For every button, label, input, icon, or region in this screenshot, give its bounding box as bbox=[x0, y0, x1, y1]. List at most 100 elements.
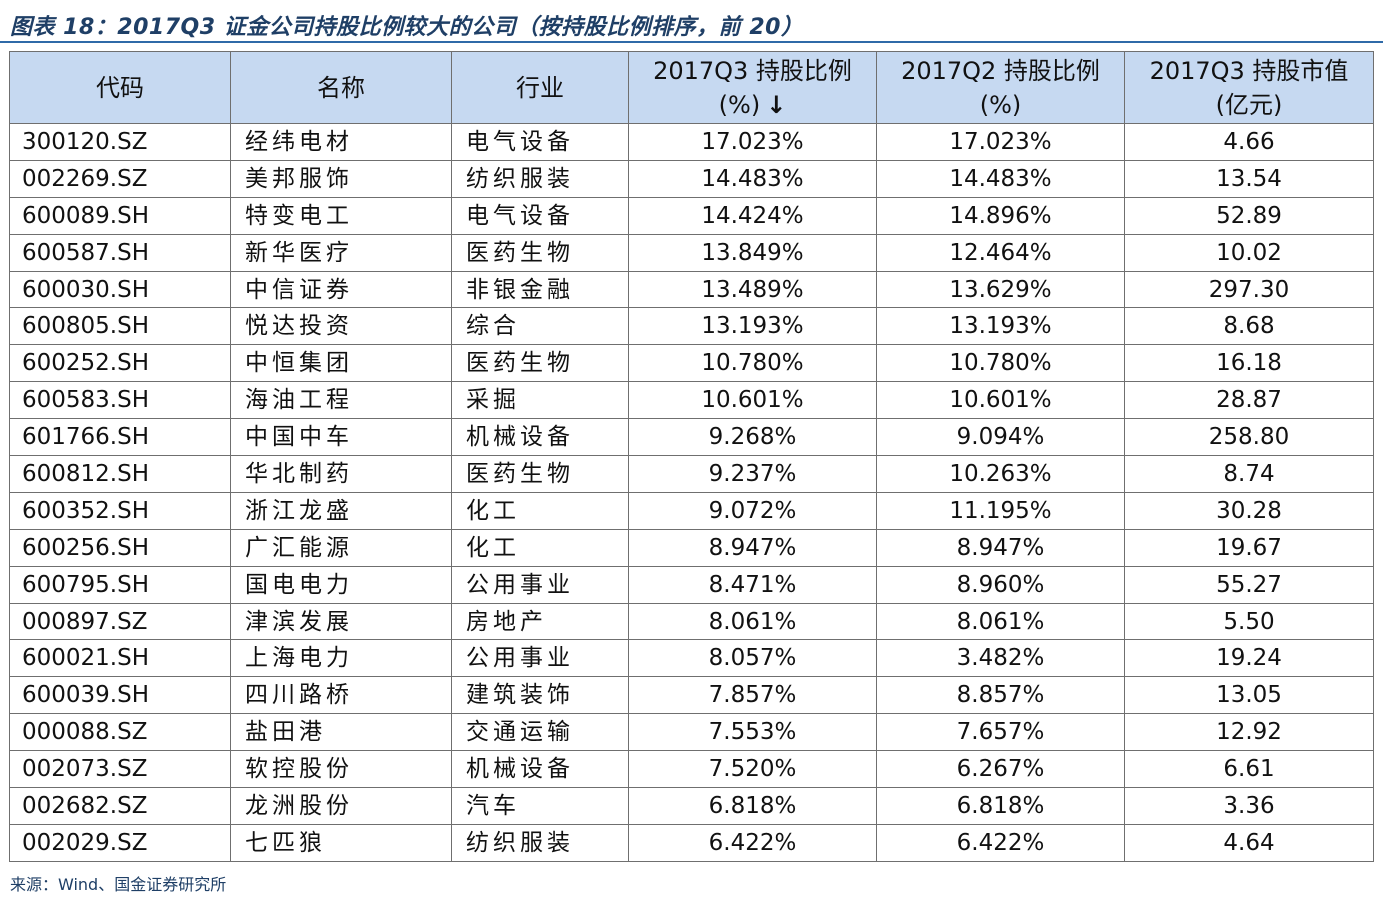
figure-title: 图表 18：2017Q3 证金公司持股比例较大的公司（按持股比例排序，前 20） bbox=[10, 15, 804, 40]
cell-code: 000897.SZ bbox=[9, 602, 231, 641]
header-industry: 行业 bbox=[451, 51, 629, 124]
cell-name: 上海电力 bbox=[230, 639, 452, 678]
cell-code: 600039.SH bbox=[9, 676, 231, 715]
down-arrow-icon: ↓ bbox=[766, 90, 787, 119]
cell-q3-ratio: 10.780% bbox=[628, 344, 877, 383]
cell-q3-value: 19.67 bbox=[1124, 528, 1374, 567]
table-body: 300120.SZ 经纬电材 电气设备 17.023% 17.023% 4.66 00226… bbox=[9, 123, 1374, 862]
table-row: 600089.SH 特变电工 电气设备 14.424% 14.896% 52.89 bbox=[9, 196, 1374, 235]
cell-q2-ratio: 8.857% bbox=[876, 676, 1125, 715]
cell-q3-ratio: 7.553% bbox=[628, 713, 877, 752]
cell-code: 600256.SH bbox=[9, 528, 231, 567]
cell-code: 600021.SH bbox=[9, 639, 231, 678]
cell-code: 600795.SH bbox=[9, 565, 231, 604]
cell-q2-ratio: 8.960% bbox=[876, 565, 1125, 604]
table-row: 002073.SZ 软控股份 机械设备 7.520% 6.267% 6.61 bbox=[9, 750, 1374, 789]
cell-q3-value: 55.27 bbox=[1124, 565, 1374, 604]
table-row: 600587.SH 新华医疗 医药生物 13.849% 12.464% 10.02 bbox=[9, 233, 1374, 272]
header-q3-value-unit: (亿元) bbox=[1215, 90, 1283, 119]
table-row: 002269.SZ 美邦服饰 纺织服装 14.483% 14.483% 13.54 bbox=[9, 159, 1374, 198]
table-row: 002029.SZ 七匹狼 纺织服装 6.422% 6.422% 4.64 bbox=[9, 823, 1374, 862]
cell-name: 中恒集团 bbox=[230, 344, 452, 383]
cell-name: 悦达投资 bbox=[230, 307, 452, 346]
table-row: 600805.SH 悦达投资 综合 13.193% 13.193% 8.68 bbox=[9, 307, 1374, 346]
cell-industry: 汽车 bbox=[451, 787, 629, 825]
cell-q3-ratio: 6.422% bbox=[628, 823, 877, 862]
cell-code: 600352.SH bbox=[9, 491, 231, 530]
cell-q3-ratio: 10.601% bbox=[628, 381, 877, 420]
cell-name: 七匹狼 bbox=[230, 823, 452, 862]
cell-q2-ratio: 8.947% bbox=[876, 528, 1125, 567]
table-row: 601766.SH 中国中车 机械设备 9.268% 9.094% 258.80 bbox=[9, 418, 1374, 457]
cell-q3-value: 8.68 bbox=[1124, 307, 1374, 346]
header-q3-ratio[interactable]: 2017Q3 持股比例 (%) ↓ bbox=[628, 51, 877, 124]
cell-q3-value: 52.89 bbox=[1124, 196, 1374, 235]
cell-name: 软控股份 bbox=[230, 750, 452, 789]
cell-code: 600587.SH bbox=[9, 233, 231, 272]
cell-q2-ratio: 13.193% bbox=[876, 307, 1125, 346]
cell-q2-ratio: 6.422% bbox=[876, 823, 1125, 862]
cell-industry: 电气设备 bbox=[451, 196, 629, 235]
cell-q3-value: 10.02 bbox=[1124, 233, 1374, 272]
cell-industry: 机械设备 bbox=[451, 418, 629, 457]
cell-q2-ratio: 7.657% bbox=[876, 713, 1125, 752]
cell-industry: 房地产 bbox=[451, 602, 629, 641]
cell-q3-ratio: 6.818% bbox=[628, 787, 877, 825]
cell-code: 002073.SZ bbox=[9, 750, 231, 789]
table-row: 000088.SZ 盐田港 交通运输 7.553% 7.657% 12.92 bbox=[9, 713, 1374, 752]
header-q3-ratio-unit: (%) ↓ bbox=[630, 88, 876, 122]
cell-q3-value: 13.54 bbox=[1124, 159, 1374, 198]
cell-name: 盐田港 bbox=[230, 713, 452, 752]
holdings-table: 代码 名称 行业 2017Q3 持股比例 (%) ↓ 2017Q2 持股比例 (%… bbox=[9, 51, 1374, 862]
header-q2-ratio-label: 2017Q2 持股比例 bbox=[901, 56, 1100, 85]
table-row: 600795.SH 国电电力 公用事业 8.471% 8.960% 55.27 bbox=[9, 565, 1374, 604]
cell-q3-value: 19.24 bbox=[1124, 639, 1374, 678]
header-code: 代码 bbox=[9, 51, 231, 124]
cell-q2-ratio: 8.061% bbox=[876, 602, 1125, 641]
cell-name: 美邦服饰 bbox=[230, 159, 452, 198]
figure-title-bar: 图表 18：2017Q3 证金公司持股比例较大的公司（按持股比例排序，前 20） bbox=[0, 0, 1383, 44]
cell-name: 华北制药 bbox=[230, 455, 452, 493]
cell-industry: 非银金融 bbox=[451, 270, 629, 309]
header-q3-ratio-unit-text: (%) bbox=[718, 90, 761, 119]
cell-q3-ratio: 8.471% bbox=[628, 565, 877, 604]
header-name: 名称 bbox=[230, 51, 452, 124]
cell-name: 国电电力 bbox=[230, 565, 452, 604]
cell-industry: 医药生物 bbox=[451, 455, 629, 493]
cell-q3-ratio: 14.424% bbox=[628, 196, 877, 235]
cell-code: 600252.SH bbox=[9, 344, 231, 383]
cell-q2-ratio: 3.482% bbox=[876, 639, 1125, 678]
cell-q3-ratio: 8.061% bbox=[628, 602, 877, 641]
cell-q2-ratio: 13.629% bbox=[876, 270, 1125, 309]
cell-code: 600812.SH bbox=[9, 455, 231, 493]
table-row: 002682.SZ 龙洲股份 汽车 6.818% 6.818% 3.36 bbox=[9, 787, 1374, 825]
source-note: 来源：Wind、国金证券研究所 bbox=[10, 875, 227, 894]
cell-q2-ratio: 10.263% bbox=[876, 455, 1125, 493]
cell-q3-value: 16.18 bbox=[1124, 344, 1374, 383]
cell-q3-value: 297.30 bbox=[1124, 270, 1374, 309]
cell-q2-ratio: 6.267% bbox=[876, 750, 1125, 789]
cell-industry: 采掘 bbox=[451, 381, 629, 420]
cell-industry: 机械设备 bbox=[451, 750, 629, 789]
cell-q3-ratio: 17.023% bbox=[628, 123, 877, 161]
cell-q3-ratio: 13.193% bbox=[628, 307, 877, 346]
cell-q3-ratio: 8.947% bbox=[628, 528, 877, 567]
cell-q2-ratio: 11.195% bbox=[876, 491, 1125, 530]
cell-q3-ratio: 13.489% bbox=[628, 270, 877, 309]
cell-industry: 交通运输 bbox=[451, 713, 629, 752]
cell-industry: 纺织服装 bbox=[451, 823, 629, 862]
cell-industry: 纺织服装 bbox=[451, 159, 629, 198]
table-row: 600039.SH 四川路桥 建筑装饰 7.857% 8.857% 13.05 bbox=[9, 676, 1374, 715]
cell-industry: 电气设备 bbox=[451, 123, 629, 161]
table-row: 000897.SZ 津滨发展 房地产 8.061% 8.061% 5.50 bbox=[9, 602, 1374, 641]
header-q3-value: 2017Q3 持股市值 (亿元) bbox=[1124, 51, 1374, 124]
cell-industry: 化工 bbox=[451, 491, 629, 530]
cell-q3-value: 12.92 bbox=[1124, 713, 1374, 752]
cell-q2-ratio: 12.464% bbox=[876, 233, 1125, 272]
cell-name: 津滨发展 bbox=[230, 602, 452, 641]
table-row: 600030.SH 中信证券 非银金融 13.489% 13.629% 297.30 bbox=[9, 270, 1374, 309]
cell-industry: 公用事业 bbox=[451, 639, 629, 678]
cell-name: 浙江龙盛 bbox=[230, 491, 452, 530]
cell-q3-ratio: 9.268% bbox=[628, 418, 877, 457]
cell-name: 新华医疗 bbox=[230, 233, 452, 272]
